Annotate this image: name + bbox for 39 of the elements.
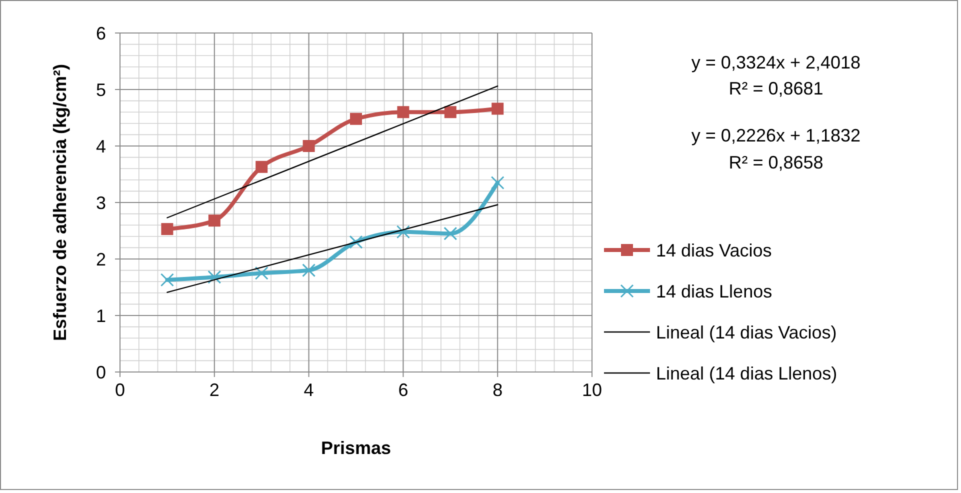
point — [254, 266, 268, 280]
y-tick-label: 2 — [96, 249, 106, 270]
x-tick-label: 10 — [582, 380, 602, 400]
point — [349, 235, 363, 249]
y-tick-label: 3 — [96, 192, 106, 213]
point — [444, 106, 456, 118]
legend-label: Lineal (14 dias Vacios) — [656, 322, 837, 342]
point — [208, 214, 220, 227]
y-tick-label: 1 — [96, 306, 106, 326]
legend-label: 14 dias Llenos — [656, 281, 772, 302]
point — [302, 264, 316, 278]
text: y = 0,2226x + 1,1832 — [691, 125, 861, 146]
point — [161, 223, 174, 236]
point — [302, 140, 315, 152]
point — [256, 160, 268, 173]
legend-label: Lineal (14 dias Llenos) — [656, 363, 838, 384]
y-tick-label: 4 — [96, 136, 106, 156]
x-tick-label: 0 — [114, 380, 126, 400]
point — [492, 102, 504, 115]
point — [208, 270, 222, 284]
point — [160, 273, 174, 287]
point — [444, 226, 458, 240]
legend-label: 14 dias Vacios — [656, 240, 772, 260]
y-tick-label: 5 — [96, 80, 106, 100]
point — [350, 112, 362, 125]
y-tick-label: 0 — [96, 362, 106, 382]
point — [490, 176, 504, 190]
x-tick-label: 8 — [492, 380, 503, 400]
point — [397, 106, 410, 118]
text: R² = 0,8681 — [728, 78, 824, 98]
x-tick-label: 4 — [304, 380, 314, 400]
text: R² = 0,8658 — [728, 152, 824, 172]
x-tick-label: 6 — [398, 380, 408, 400]
x-axis-title: Prismas — [320, 438, 392, 458]
y-axis-title: Esfuerzo de adherencia (kg/cm²) — [50, 64, 70, 342]
text: y = 0,3324x + 2,4018 — [691, 52, 861, 72]
x-tick-label: 2 — [209, 380, 220, 400]
y-tick-label: 6 — [96, 23, 106, 44]
point — [396, 225, 410, 239]
